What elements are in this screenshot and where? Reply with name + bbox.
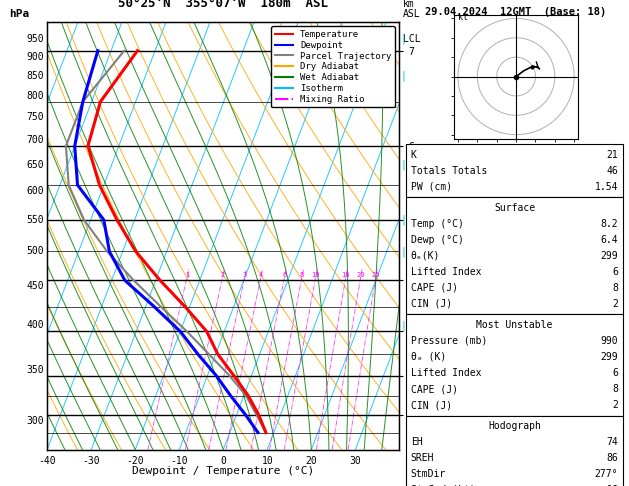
Text: EH: EH xyxy=(411,437,423,447)
Text: CIN (J): CIN (J) xyxy=(411,299,452,309)
Text: 400: 400 xyxy=(26,320,43,330)
Text: 650: 650 xyxy=(26,159,43,170)
Text: Surface: Surface xyxy=(494,203,535,213)
Text: 299: 299 xyxy=(601,352,618,362)
Text: Most Unstable: Most Unstable xyxy=(476,320,553,330)
Text: |: | xyxy=(401,34,406,44)
Text: 277°: 277° xyxy=(595,469,618,479)
Text: 450: 450 xyxy=(26,281,43,292)
Text: 29.04.2024  12GMT  (Base: 18): 29.04.2024 12GMT (Base: 18) xyxy=(425,7,606,17)
Text: 86: 86 xyxy=(606,453,618,463)
Text: Mixing Ratio (g/kg): Mixing Ratio (g/kg) xyxy=(423,180,433,292)
Text: 1: 1 xyxy=(185,272,189,278)
Text: Temp (°C): Temp (°C) xyxy=(411,219,464,229)
Text: 750: 750 xyxy=(26,112,43,122)
Text: 6: 6 xyxy=(613,368,618,378)
Text: Hodograph: Hodograph xyxy=(488,421,541,431)
Text: km
ASL: km ASL xyxy=(403,0,420,19)
Text: |: | xyxy=(401,159,406,170)
Text: 299: 299 xyxy=(601,251,618,261)
Text: -30: -30 xyxy=(82,456,100,466)
Text: 300: 300 xyxy=(26,416,43,426)
Text: PW (cm): PW (cm) xyxy=(411,182,452,192)
Text: K: K xyxy=(411,150,416,160)
Text: 21: 21 xyxy=(606,150,618,160)
Text: 6.4: 6.4 xyxy=(601,235,618,245)
Text: CAPE (J): CAPE (J) xyxy=(411,283,458,293)
Text: θₑ (K): θₑ (K) xyxy=(411,352,446,362)
Text: SREH: SREH xyxy=(411,453,434,463)
Text: 74: 74 xyxy=(606,437,618,447)
Text: 600: 600 xyxy=(26,186,43,196)
Text: Totals Totals: Totals Totals xyxy=(411,166,487,176)
Text: 900: 900 xyxy=(26,52,43,62)
Text: 16: 16 xyxy=(342,272,350,278)
Text: 30: 30 xyxy=(350,456,361,466)
Text: 950: 950 xyxy=(26,34,43,44)
Text: |: | xyxy=(401,70,406,81)
Text: -40: -40 xyxy=(38,456,56,466)
Text: 20: 20 xyxy=(306,456,317,466)
Text: 800: 800 xyxy=(26,91,43,101)
Text: Pressure (mb): Pressure (mb) xyxy=(411,336,487,346)
Text: 500: 500 xyxy=(26,246,43,257)
Text: θₑ(K): θₑ(K) xyxy=(411,251,440,261)
Text: StmSpd (kt): StmSpd (kt) xyxy=(411,485,476,486)
Text: 850: 850 xyxy=(26,70,43,81)
Text: 8: 8 xyxy=(613,384,618,394)
Text: 550: 550 xyxy=(26,215,43,225)
Text: 990: 990 xyxy=(601,336,618,346)
Text: CAPE (J): CAPE (J) xyxy=(411,384,458,394)
Text: -10: -10 xyxy=(170,456,188,466)
Text: |: | xyxy=(401,320,406,330)
Text: 3: 3 xyxy=(242,272,247,278)
Text: |: | xyxy=(401,215,406,225)
Text: 2: 2 xyxy=(613,299,618,309)
Text: 10: 10 xyxy=(311,272,320,278)
Text: 350: 350 xyxy=(26,364,43,375)
Text: 1.54: 1.54 xyxy=(595,182,618,192)
Text: -20: -20 xyxy=(126,456,144,466)
Text: 6: 6 xyxy=(282,272,287,278)
Text: kt: kt xyxy=(458,14,468,22)
Text: LCL: LCL xyxy=(403,34,421,44)
Text: 46: 46 xyxy=(606,166,618,176)
Text: 25: 25 xyxy=(372,272,380,278)
Text: 4: 4 xyxy=(259,272,263,278)
Text: CIN (J): CIN (J) xyxy=(411,400,452,410)
Text: |: | xyxy=(401,246,406,257)
Text: 6: 6 xyxy=(613,267,618,277)
Text: 8: 8 xyxy=(613,283,618,293)
Text: 20: 20 xyxy=(357,272,365,278)
Text: 8.2: 8.2 xyxy=(601,219,618,229)
Text: Dewp (°C): Dewp (°C) xyxy=(411,235,464,245)
Text: 10: 10 xyxy=(262,456,273,466)
Text: 16: 16 xyxy=(606,485,618,486)
Text: 8: 8 xyxy=(299,272,304,278)
Text: Lifted Index: Lifted Index xyxy=(411,368,481,378)
Text: Lifted Index: Lifted Index xyxy=(411,267,481,277)
Text: 50°25'N  355°07'W  180m  ASL: 50°25'N 355°07'W 180m ASL xyxy=(118,0,328,10)
Text: 2: 2 xyxy=(220,272,225,278)
Text: StmDir: StmDir xyxy=(411,469,446,479)
Text: © weatheronline.co.uk: © weatheronline.co.uk xyxy=(458,472,571,481)
Text: 700: 700 xyxy=(26,135,43,145)
Text: hPa: hPa xyxy=(9,9,30,19)
Text: 0: 0 xyxy=(220,456,226,466)
Legend: Temperature, Dewpoint, Parcel Trajectory, Dry Adiabat, Wet Adiabat, Isotherm, Mi: Temperature, Dewpoint, Parcel Trajectory… xyxy=(271,26,395,107)
X-axis label: Dewpoint / Temperature (°C): Dewpoint / Temperature (°C) xyxy=(132,466,314,476)
Text: 2: 2 xyxy=(613,400,618,410)
